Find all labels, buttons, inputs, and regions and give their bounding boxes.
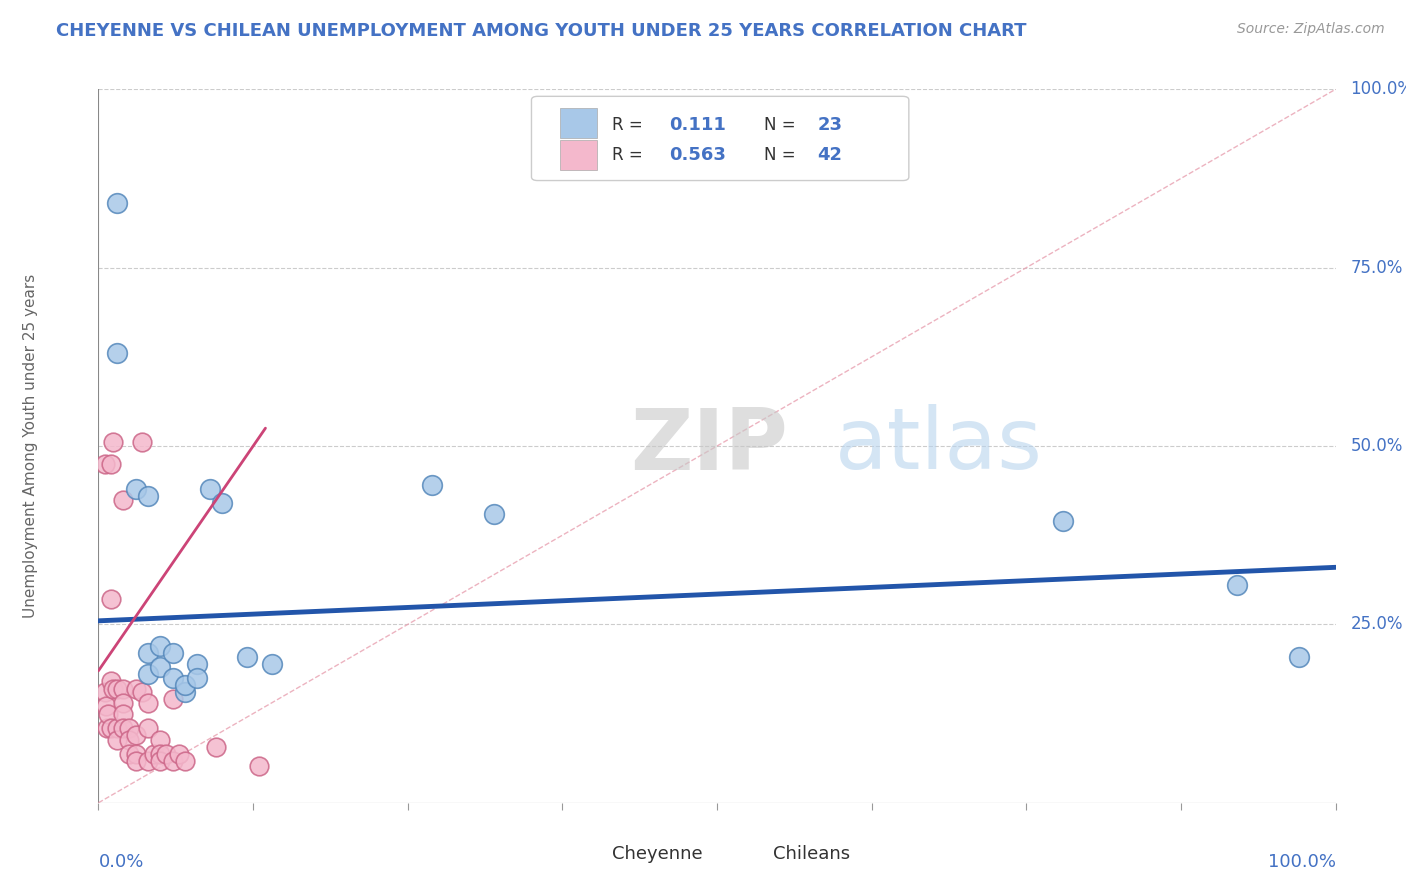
Text: 25.0%: 25.0% — [1351, 615, 1403, 633]
Text: 75.0%: 75.0% — [1351, 259, 1403, 277]
Bar — [560, 109, 598, 138]
Text: 0.111: 0.111 — [669, 116, 725, 134]
Point — [105, 681, 128, 696]
Text: 0.0%: 0.0% — [98, 853, 143, 871]
Point — [103, 681, 125, 696]
Point — [124, 747, 146, 762]
Text: N =: N = — [763, 116, 796, 134]
Point — [100, 721, 122, 735]
Point — [136, 489, 159, 503]
Point — [143, 747, 166, 762]
Text: Chileans: Chileans — [773, 846, 849, 863]
Point — [112, 696, 135, 710]
Point — [236, 649, 259, 664]
Point — [112, 681, 135, 696]
Point — [124, 728, 146, 742]
Text: 42: 42 — [817, 146, 842, 164]
Text: R =: R = — [612, 146, 643, 164]
Point — [149, 747, 172, 762]
Point — [100, 674, 122, 689]
Point — [162, 755, 184, 769]
Point — [149, 639, 172, 653]
Point — [118, 721, 141, 735]
Text: R =: R = — [612, 116, 643, 134]
Text: 100.0%: 100.0% — [1351, 80, 1406, 98]
Point — [1052, 514, 1074, 528]
FancyBboxPatch shape — [531, 96, 908, 180]
Point — [112, 492, 135, 507]
Point — [105, 733, 128, 747]
Point — [100, 592, 122, 607]
Point — [124, 482, 146, 496]
Text: 0.563: 0.563 — [669, 146, 725, 164]
Point — [97, 706, 120, 721]
Text: CHEYENNE VS CHILEAN UNEMPLOYMENT AMONG YOUTH UNDER 25 YEARS CORRELATION CHART: CHEYENNE VS CHILEAN UNEMPLOYMENT AMONG Y… — [56, 22, 1026, 40]
Point — [105, 346, 128, 360]
Point — [124, 681, 146, 696]
Point — [136, 667, 159, 681]
Point — [96, 721, 118, 735]
Point — [131, 435, 153, 450]
Point — [149, 733, 172, 747]
Text: 100.0%: 100.0% — [1268, 853, 1336, 871]
Text: 23: 23 — [817, 116, 842, 134]
Point — [155, 747, 177, 762]
Point — [186, 657, 208, 671]
Point — [118, 733, 141, 747]
Text: ZIP: ZIP — [630, 404, 789, 488]
Point — [149, 660, 172, 674]
Text: N =: N = — [763, 146, 796, 164]
Point — [112, 706, 135, 721]
Point — [167, 747, 190, 762]
Text: Cheyenne: Cheyenne — [612, 846, 703, 863]
Point — [174, 755, 197, 769]
Point — [174, 685, 197, 699]
Point — [162, 692, 184, 706]
Point — [105, 196, 128, 211]
Point — [1226, 578, 1249, 592]
Point — [136, 721, 159, 735]
Point — [136, 696, 159, 710]
Text: Source: ZipAtlas.com: Source: ZipAtlas.com — [1237, 22, 1385, 37]
Point — [247, 758, 270, 772]
Point — [186, 671, 208, 685]
Point — [136, 755, 159, 769]
Point — [162, 646, 184, 660]
Point — [136, 646, 159, 660]
Text: Unemployment Among Youth under 25 years: Unemployment Among Youth under 25 years — [22, 274, 38, 618]
Point — [131, 685, 153, 699]
Point — [124, 755, 146, 769]
Point — [198, 482, 221, 496]
Point — [100, 457, 122, 471]
Point — [211, 496, 233, 510]
Text: atlas: atlas — [835, 404, 1043, 488]
Point — [162, 671, 184, 685]
Point — [118, 747, 141, 762]
Bar — [568, 844, 603, 865]
Bar — [730, 844, 763, 865]
Point — [149, 755, 172, 769]
Bar — [560, 140, 598, 169]
Point — [112, 721, 135, 735]
Text: 50.0%: 50.0% — [1351, 437, 1403, 455]
Point — [422, 478, 444, 492]
Point — [94, 699, 117, 714]
Point — [484, 507, 506, 521]
Point — [103, 435, 125, 450]
Point — [260, 657, 283, 671]
Point — [205, 740, 228, 755]
Point — [105, 721, 128, 735]
Point — [93, 685, 115, 699]
Point — [93, 457, 115, 471]
Point — [1288, 649, 1310, 664]
Point — [174, 678, 197, 692]
